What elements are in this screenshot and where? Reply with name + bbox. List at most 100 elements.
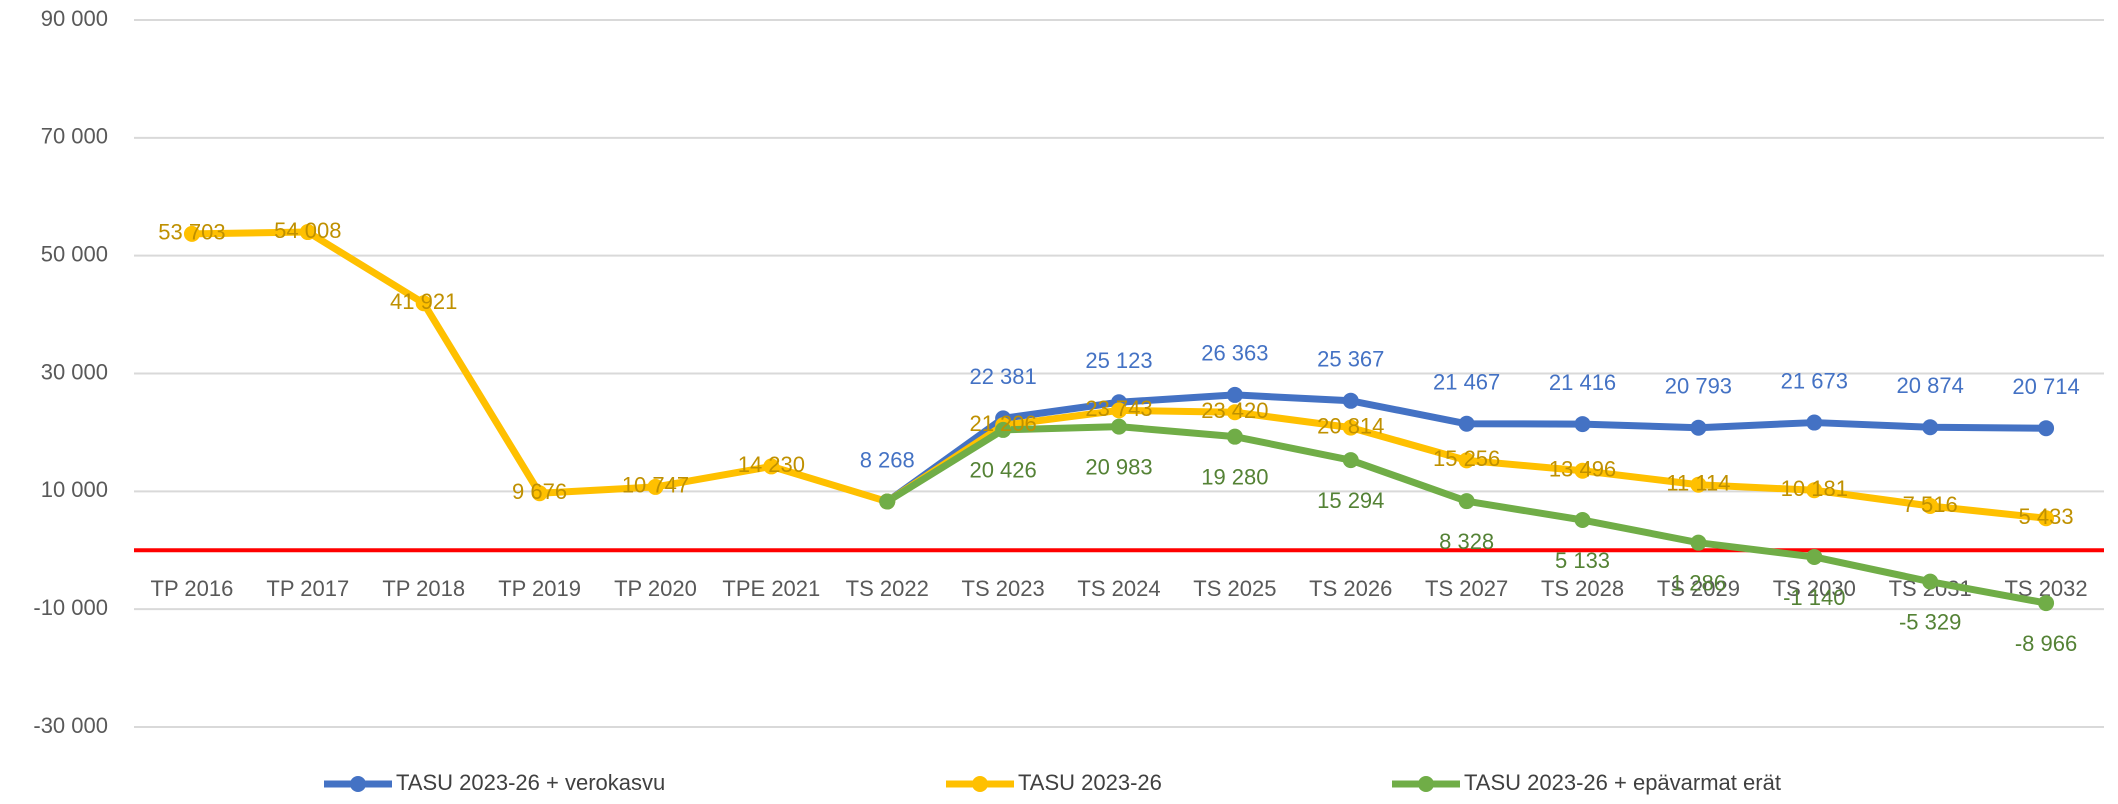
- data-label: 15 256: [1433, 446, 1500, 471]
- legend-marker: [972, 776, 988, 792]
- y-tick-label: -30 000: [33, 713, 108, 738]
- x-tick-label: TP 2017: [266, 576, 349, 601]
- data-label: 20 814: [1317, 413, 1384, 438]
- x-tick-label: TP 2019: [498, 576, 581, 601]
- data-label: -1 140: [1783, 585, 1845, 610]
- point: [879, 493, 896, 510]
- data-label: 15 294: [1317, 488, 1384, 513]
- data-label: 22 381: [969, 364, 1036, 389]
- point: [1806, 482, 1823, 499]
- data-label: 41 921: [390, 289, 457, 314]
- data-label: 23 420: [1201, 398, 1268, 423]
- data-label: 26 363: [1201, 341, 1268, 366]
- x-tick-label: TS 2024: [1077, 576, 1160, 601]
- y-tick-label: 10 000: [41, 477, 108, 502]
- point: [1458, 493, 1475, 510]
- data-label: -5 329: [1899, 609, 1961, 634]
- point: [1922, 573, 1939, 590]
- data-label: 1 286: [1671, 570, 1726, 595]
- data-label: 53 703: [158, 220, 225, 245]
- point: [1922, 497, 1939, 514]
- y-tick-label: -10 000: [33, 595, 108, 620]
- point: [1111, 402, 1127, 419]
- x-tick-label: TS 2028: [1541, 576, 1624, 601]
- data-label: 21 416: [1549, 370, 1616, 395]
- point: [1342, 452, 1359, 469]
- point: [1226, 404, 1243, 421]
- x-tick-label: TPE 2021: [722, 576, 820, 601]
- x-tick-label: TS 2025: [1193, 576, 1276, 601]
- y-tick-label: 50 000: [41, 241, 108, 266]
- point: [183, 225, 200, 242]
- legend-marker: [350, 776, 366, 792]
- x-tick-label: TP 2016: [151, 576, 234, 601]
- data-label: 20 983: [1085, 454, 1152, 479]
- point: [2038, 420, 2055, 437]
- point: [1806, 414, 1823, 431]
- x-tick-label: TP 2018: [382, 576, 465, 601]
- x-tick-label: TS 2023: [962, 576, 1045, 601]
- data-label: 5 133: [1555, 548, 1610, 573]
- point: [1574, 416, 1591, 433]
- point: [1690, 534, 1707, 551]
- point: [995, 421, 1012, 438]
- point: [1574, 462, 1591, 479]
- point: [1226, 428, 1243, 445]
- data-label: 9 676: [512, 479, 567, 504]
- point: [1342, 419, 1359, 436]
- point: [1458, 415, 1475, 432]
- point: [1226, 386, 1243, 403]
- point: [299, 224, 316, 241]
- data-label: 14 230: [738, 452, 805, 477]
- data-label: 10 747: [622, 473, 689, 498]
- point: [1806, 548, 1823, 565]
- data-label: 19 280: [1201, 464, 1268, 489]
- legend-label: TASU 2023-26 + epävarmat erät: [1464, 770, 1781, 795]
- point: [1690, 476, 1707, 493]
- x-tick-label: TS 2022: [846, 576, 929, 601]
- point: [763, 458, 780, 475]
- point: [2038, 510, 2055, 527]
- point: [531, 485, 548, 502]
- point: [2038, 595, 2055, 612]
- data-label: 13 496: [1549, 457, 1616, 482]
- data-label: 25 367: [1317, 347, 1384, 372]
- data-label: 5 433: [2019, 504, 2074, 529]
- data-label: 20 714: [2012, 374, 2079, 399]
- data-label: 21 467: [1433, 370, 1500, 395]
- data-label: 7 516: [1903, 492, 1958, 517]
- point: [1342, 392, 1359, 409]
- point: [647, 478, 664, 495]
- legend-label: TASU 2023-26: [1018, 770, 1162, 795]
- x-tick-label: TP 2020: [614, 576, 697, 601]
- data-label: 20 793: [1665, 374, 1732, 399]
- x-tick-label: TS 2030: [1773, 576, 1856, 601]
- legend-label: TASU 2023-26 + verokasvu: [396, 770, 665, 795]
- data-label: 21 206: [969, 411, 1036, 436]
- point: [415, 295, 432, 312]
- x-tick-label: TS 2029: [1657, 576, 1740, 601]
- y-tick-label: 90 000: [41, 6, 108, 31]
- data-label: 8 268: [860, 447, 915, 472]
- data-label: 10 181: [1781, 476, 1848, 501]
- x-tick-label: TS 2027: [1425, 576, 1508, 601]
- y-tick-label: 70 000: [41, 124, 108, 149]
- point: [1922, 419, 1939, 436]
- data-label: 54 008: [274, 218, 341, 243]
- point: [1111, 418, 1127, 435]
- y-tick-label: 30 000: [41, 359, 108, 384]
- data-label: 21 673: [1781, 368, 1848, 393]
- data-label: 11 114: [1666, 471, 1730, 496]
- point: [1574, 512, 1591, 529]
- point: [1458, 452, 1475, 469]
- data-label: 20 426: [969, 458, 1036, 483]
- point: [1690, 419, 1707, 436]
- x-tick-label: TS 2026: [1309, 576, 1392, 601]
- legend-marker: [1418, 776, 1434, 792]
- data-label: -8 966: [2015, 631, 2077, 656]
- data-label: 25 123: [1085, 348, 1152, 373]
- data-label: 8 328: [1439, 529, 1494, 554]
- data-label: 23 743: [1085, 396, 1152, 421]
